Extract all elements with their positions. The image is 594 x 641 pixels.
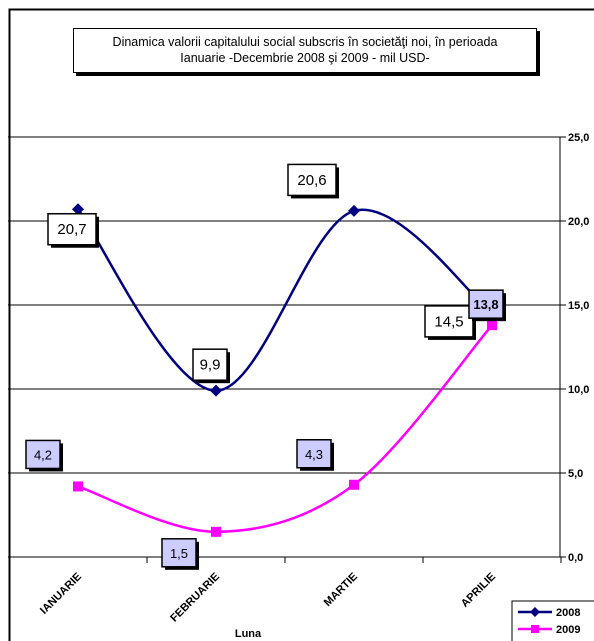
data-label: 4,3 <box>305 447 323 462</box>
data-label-box <box>287 163 337 197</box>
legend-marker-2008 <box>530 607 540 617</box>
legend-label-2009: 2009 <box>556 624 580 636</box>
data-label-box <box>424 305 474 338</box>
data-point-2008 <box>210 384 222 397</box>
data-label: 9,9 <box>200 357 221 374</box>
data-label: 14,5 <box>434 313 463 330</box>
y-tick-label: 10,0 <box>568 384 589 396</box>
data-point-2008 <box>348 204 360 217</box>
data-point-2008 <box>72 203 84 216</box>
data-label: 20,7 <box>57 221 86 238</box>
data-point-2009 <box>73 481 83 492</box>
chart-frame <box>8 8 594 641</box>
x-tick-label: IANUARIE <box>38 571 84 617</box>
chart-title-line2: Ianuarie -Decembrie 2008 şi 2009 - mil U… <box>180 51 430 65</box>
data-label: 4,2 <box>34 447 52 462</box>
y-tick-label: 20,0 <box>568 216 589 228</box>
legend-box <box>511 600 594 641</box>
data-label: 13,8 <box>473 297 498 312</box>
data-label-box <box>47 212 97 246</box>
legend-marker-2009 <box>531 625 539 633</box>
y-tick-label: 0,0 <box>568 552 583 564</box>
data-point-2009 <box>211 526 221 537</box>
data-label-box <box>468 289 504 319</box>
data-label-box <box>296 439 332 469</box>
x-tick-label: APRILIE <box>459 571 498 610</box>
x-tick-label: MARTIE <box>322 571 360 609</box>
legend-label-2008: 2008 <box>556 607 580 619</box>
x-axis-label: Luna <box>235 628 262 640</box>
data-label-box <box>25 439 61 470</box>
data-label-box <box>192 348 228 381</box>
series-line-2009 <box>77 324 493 534</box>
chart-title: Dinamica valorii capitalului social subs… <box>73 28 537 73</box>
series-line-2008 <box>77 208 493 392</box>
data-label-box <box>161 538 197 568</box>
data-point-2009 <box>349 479 359 490</box>
data-label: 20,6 <box>297 172 326 189</box>
data-label: 1,5 <box>170 546 188 561</box>
data-point-2009 <box>487 320 497 331</box>
y-tick-label: 15,0 <box>568 300 589 312</box>
y-tick-label: 25,0 <box>568 132 589 144</box>
chart-title-line1: Dinamica valorii capitalului social subs… <box>112 35 498 49</box>
x-tick-label: FEBRUARIE <box>168 571 222 625</box>
y-tick-label: 5,0 <box>568 468 583 480</box>
